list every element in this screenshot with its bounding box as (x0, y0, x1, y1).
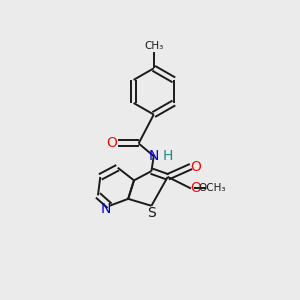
Text: OCH₃: OCH₃ (198, 184, 226, 194)
Text: CH₃: CH₃ (144, 41, 164, 51)
Text: N: N (148, 149, 159, 163)
Text: O: O (106, 136, 117, 150)
Text: O: O (190, 182, 202, 196)
Text: H: H (163, 149, 173, 163)
Text: O: O (190, 160, 202, 173)
Text: S: S (148, 206, 156, 220)
Text: N: N (101, 202, 111, 216)
